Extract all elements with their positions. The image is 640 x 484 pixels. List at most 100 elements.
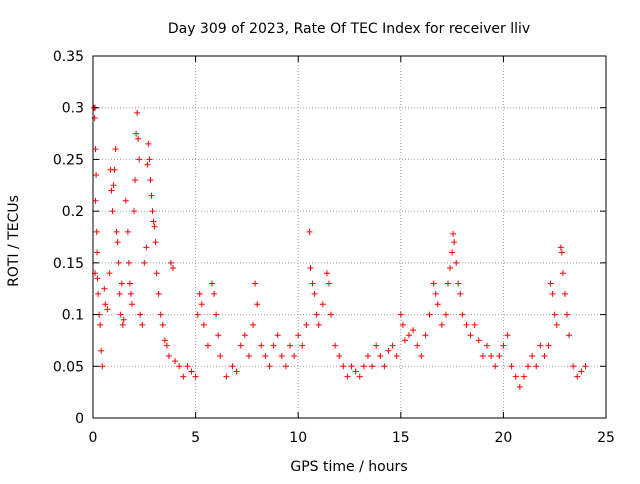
data-point [237, 342, 244, 349]
data-point [401, 337, 408, 344]
data-point [336, 352, 343, 359]
data-point [266, 363, 273, 370]
data-point [133, 130, 140, 137]
data-point [311, 290, 318, 297]
data-point [184, 363, 191, 370]
data-point [315, 321, 322, 328]
y-tick-label: 0.05 [53, 359, 84, 375]
data-point [161, 337, 168, 344]
data-point [309, 280, 316, 287]
data-point [172, 358, 179, 365]
data-point [102, 301, 109, 308]
data-point [557, 244, 564, 251]
data-point [110, 182, 117, 189]
data-point [559, 270, 566, 277]
data-point [455, 280, 462, 287]
data-point [332, 342, 339, 349]
tick-labels: 0 0.05 0.1 0.15 0.2 0.25 0.3 0.35 0 5 10 15 20 25 [53, 49, 615, 446]
x-tick-label: 0 [89, 430, 98, 446]
data-point [393, 352, 400, 359]
data-point [348, 363, 355, 370]
data-point [196, 290, 203, 297]
data-point [356, 373, 363, 380]
grid [93, 56, 606, 418]
data-point [148, 192, 155, 199]
data-point [442, 311, 449, 318]
data-point [131, 208, 138, 215]
data-point [170, 265, 177, 272]
x-tick-label: 15 [392, 430, 410, 446]
data-point [122, 197, 129, 204]
data-point [547, 280, 554, 287]
x-axis-label: GPS time / hours [290, 459, 407, 475]
data-point [344, 373, 351, 380]
data-point [459, 311, 466, 318]
data-point [136, 156, 143, 163]
data-point [125, 259, 132, 266]
y-tick-label: 0.25 [53, 152, 84, 168]
data-point [116, 290, 123, 297]
chart-title: Day 309 of 2023, Rate Of TEC Index for r… [168, 21, 530, 37]
data-point [352, 368, 359, 375]
data-point [274, 332, 281, 339]
y-axis-label: ROTI / TECUs [6, 195, 22, 287]
data-point [529, 352, 536, 359]
data-point [98, 347, 105, 354]
data-point [192, 373, 199, 380]
data-point [215, 332, 222, 339]
y-tick-label: 0.1 [62, 308, 84, 324]
data-point [223, 373, 230, 380]
data-point [176, 363, 183, 370]
data-point [286, 342, 293, 349]
data-point [94, 275, 101, 282]
data-point [241, 332, 248, 339]
y-tick-label: 0.15 [53, 256, 84, 272]
data-point [108, 187, 115, 194]
data-point [147, 177, 154, 184]
data-point [549, 290, 556, 297]
data-point [188, 368, 195, 375]
data-point [146, 156, 153, 163]
data-point [323, 270, 330, 277]
data-point [537, 342, 544, 349]
data-point [299, 342, 306, 349]
data-point [385, 347, 392, 354]
data-point [112, 146, 119, 153]
data-point [570, 363, 577, 370]
data-point [488, 352, 495, 359]
data-point [245, 352, 252, 359]
data-point [94, 249, 101, 256]
data-point [520, 373, 527, 380]
data-point [381, 363, 388, 370]
data-point [118, 280, 125, 287]
data-point [145, 140, 152, 147]
data-point [432, 290, 439, 297]
data-point [426, 311, 433, 318]
data-point [512, 373, 519, 380]
data-point [475, 337, 482, 344]
data-point [545, 342, 552, 349]
data-point [496, 352, 503, 359]
y-tick-label: 0.35 [53, 49, 84, 65]
data-point [167, 259, 174, 266]
y-tick-label: 0.3 [62, 101, 84, 117]
data-point [434, 301, 441, 308]
data-point [163, 342, 170, 349]
data-point [582, 363, 589, 370]
data-point [252, 280, 259, 287]
data-point [217, 352, 224, 359]
data-point [111, 166, 118, 173]
data-point [278, 352, 285, 359]
data-point [447, 265, 454, 272]
data-point [325, 280, 332, 287]
data-point [319, 301, 326, 308]
data-point [406, 332, 413, 339]
data-point [233, 368, 240, 375]
data-point [124, 228, 131, 235]
data-point [397, 311, 404, 318]
data-point [414, 342, 421, 349]
data-point [467, 332, 474, 339]
data-point [114, 239, 121, 246]
x-tick-label: 20 [494, 430, 512, 446]
data-point [457, 290, 464, 297]
